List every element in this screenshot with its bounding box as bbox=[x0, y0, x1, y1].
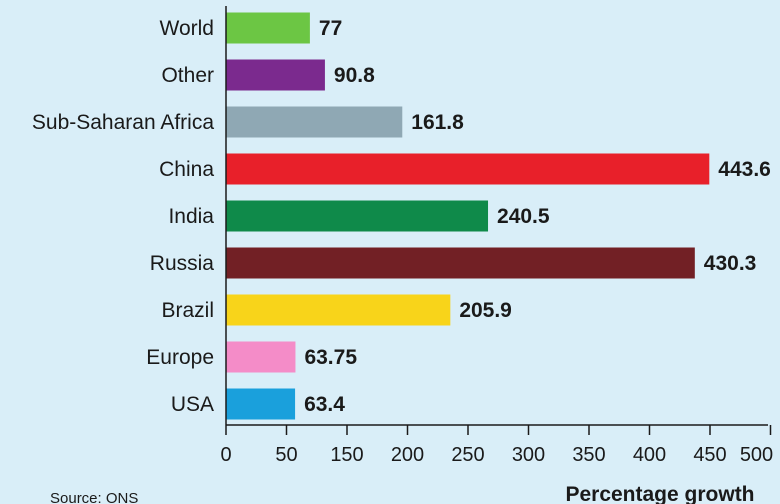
source-note: Source: ONS bbox=[50, 490, 138, 504]
category-label-russia: Russia bbox=[150, 252, 215, 275]
category-label-india: India bbox=[168, 205, 214, 228]
category-label-world: World bbox=[160, 17, 214, 40]
value-labels: 77 90.8 161.8 443.6 240.5 430.3 205.9 63.75 63.4 bbox=[304, 17, 771, 416]
value-label-other: 90.8 bbox=[334, 64, 375, 87]
bar-europe bbox=[226, 341, 296, 373]
x-tick-label-300: 300 bbox=[512, 444, 545, 466]
x-tick-label-250: 250 bbox=[451, 444, 484, 466]
value-label-brazil: 205.9 bbox=[459, 299, 512, 322]
x-axis-title: Percentage growth bbox=[565, 483, 754, 504]
x-axis-ticks: 0 50 150 200 250 300 350 400 450 500 bbox=[220, 425, 773, 466]
value-label-india: 240.5 bbox=[497, 205, 550, 228]
bar-world bbox=[226, 12, 310, 44]
x-tick-label-350: 350 bbox=[572, 444, 605, 466]
x-tick-label-200: 200 bbox=[391, 444, 424, 466]
value-label-usa: 63.4 bbox=[304, 393, 345, 416]
bars-group bbox=[226, 12, 710, 420]
value-label-russia: 430.3 bbox=[704, 252, 757, 275]
value-label-world: 77 bbox=[319, 17, 342, 40]
value-label-china: 443.6 bbox=[718, 158, 771, 181]
bar-sub-saharan-africa bbox=[226, 106, 403, 138]
x-tick-label-400: 400 bbox=[633, 444, 666, 466]
category-label-sub-saharan-africa: Sub-Saharan Africa bbox=[32, 111, 214, 134]
x-tick-label-450: 450 bbox=[693, 444, 726, 466]
category-label-europe: Europe bbox=[146, 346, 214, 369]
x-tick-label-150: 150 bbox=[330, 444, 363, 466]
value-label-sub-saharan-africa: 161.8 bbox=[411, 111, 464, 134]
x-tick-label-500: 500 bbox=[740, 444, 773, 466]
bar-other bbox=[226, 59, 325, 91]
category-labels: World Other Sub-Saharan Africa China India Ru… bbox=[32, 17, 214, 416]
category-label-other: Other bbox=[161, 64, 214, 87]
bar-india bbox=[226, 200, 489, 232]
bar-usa bbox=[226, 388, 296, 420]
value-label-europe: 63.75 bbox=[304, 346, 357, 369]
x-tick-label-50: 50 bbox=[275, 444, 297, 466]
x-tick-label-0: 0 bbox=[220, 444, 231, 466]
category-label-china: China bbox=[159, 158, 214, 181]
bar-brazil bbox=[226, 294, 451, 326]
category-label-brazil: Brazil bbox=[161, 299, 214, 322]
bar-china bbox=[226, 153, 710, 185]
category-label-usa: USA bbox=[171, 393, 214, 416]
bar-russia bbox=[226, 247, 695, 279]
